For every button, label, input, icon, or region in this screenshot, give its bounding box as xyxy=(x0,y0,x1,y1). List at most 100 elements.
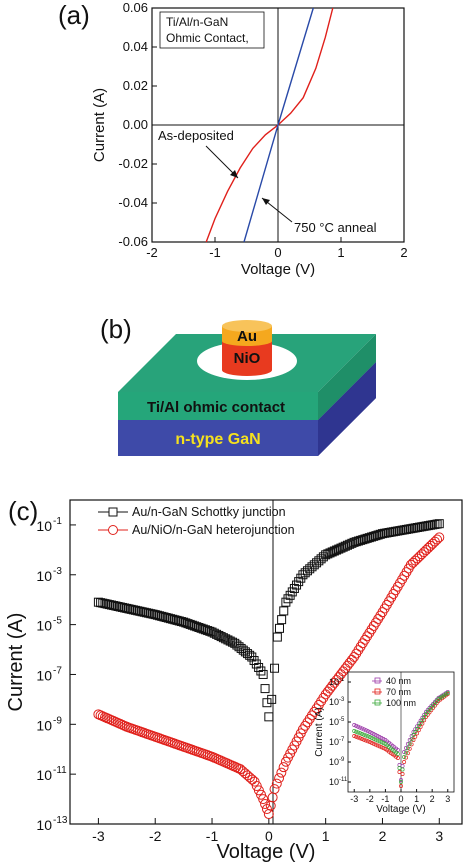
data-point-heterojunction xyxy=(226,760,237,771)
data-point-heterojunction xyxy=(108,716,119,727)
data-point-schottky xyxy=(207,627,217,637)
data-point-heterojunction xyxy=(217,756,228,767)
data-point-heterojunction xyxy=(213,754,224,765)
panel-a: (a) -2 -1 0 1 2 -0.06 -0.04 -0.02 0.00 0.02 0.04 0.… xyxy=(58,0,408,278)
data-point-schottky xyxy=(267,694,277,704)
inset-data-point xyxy=(369,731,374,735)
panel-c-xtick-label: -3 xyxy=(92,828,105,844)
data-point-heterojunction xyxy=(97,711,108,722)
data-point-heterojunction xyxy=(342,660,353,671)
data-point-heterojunction xyxy=(99,712,110,723)
panel-a-ylabel: Current (A) xyxy=(91,88,108,162)
inset-data-point xyxy=(397,766,402,770)
panel-c-xtick-label: 1 xyxy=(322,828,330,844)
inset-xtick-label: -1 xyxy=(381,794,389,804)
panel-c-label: (c) xyxy=(8,496,38,526)
panel-c-legend: Au/n-GaN Schottky junction Au/NiO/n-GaN … xyxy=(98,505,295,537)
inset-data-point xyxy=(416,721,421,726)
data-point-heterojunction xyxy=(263,809,274,820)
data-point-schottky xyxy=(221,634,231,644)
series-schottky xyxy=(93,519,444,722)
data-point-heterojunction xyxy=(322,686,333,697)
inset-legend-marker xyxy=(374,688,381,695)
annotation-as-deposited-arrowhead xyxy=(230,170,238,178)
inset-xtick-label: 1 xyxy=(414,794,419,804)
data-point-schottky xyxy=(264,712,274,722)
panel-a-series xyxy=(205,7,334,243)
inset-data-point xyxy=(363,738,368,743)
inset-data-point xyxy=(367,735,372,739)
inset-data-point xyxy=(420,715,425,720)
data-point-schottky xyxy=(223,635,233,645)
inset-series-2 xyxy=(352,691,450,784)
inset-ytick-label: 10 xyxy=(329,677,339,687)
inset-xtick-label: -2 xyxy=(366,794,374,804)
data-point-schottky xyxy=(216,632,226,642)
inset-data-point xyxy=(399,778,403,782)
panel-a-xtick-label: 2 xyxy=(400,245,407,260)
panel-c-ytick-label: 10 xyxy=(36,717,52,733)
panel-a-ticks: -2 -1 0 1 2 -0.06 -0.04 -0.02 0.00 0.02 0.04 0.06 xyxy=(118,0,407,260)
annotation-750c-anneal: 750 °C anneal xyxy=(294,220,377,235)
data-point-schottky xyxy=(218,633,228,643)
data-point-schottky xyxy=(256,666,266,676)
data-point-heterojunction xyxy=(344,657,355,668)
inset-data-point xyxy=(371,732,376,736)
data-point-heterojunction xyxy=(215,755,226,766)
inset-data-point xyxy=(360,737,364,741)
legend-marker-hetero xyxy=(108,525,118,535)
inset-data-point xyxy=(405,742,410,746)
data-point-heterojunction xyxy=(276,767,287,778)
gan-label: n-type GaN xyxy=(175,431,260,448)
data-point-heterojunction xyxy=(434,532,445,543)
panel-b-label: (b) xyxy=(100,314,132,344)
inset-data-point xyxy=(367,740,372,744)
inset-data-point xyxy=(399,780,403,784)
panel-c-frame xyxy=(69,499,463,825)
inset-legend-label: 100 nm xyxy=(386,698,416,708)
nio-label: NiO xyxy=(234,350,261,367)
data-point-heterojunction xyxy=(271,778,282,789)
inset-data-point xyxy=(422,715,427,719)
data-point-heterojunction xyxy=(115,718,126,729)
panel-a-label: (a) xyxy=(58,0,90,30)
inset-data-point xyxy=(369,735,374,740)
data-point-heterojunction xyxy=(432,534,443,545)
inset-data-point xyxy=(375,743,380,748)
panel-c-ytick-label: 10 xyxy=(36,568,52,584)
data-point-schottky xyxy=(249,656,259,666)
data-point-heterojunction xyxy=(95,710,106,721)
inset-data-point xyxy=(395,752,400,756)
legend-label-hetero: Au/NiO/n-GaN heterojunction xyxy=(132,523,295,537)
panel-c: (c) -3 -2 -1 0 1 2 310-110-310-510-710-910 -111… xyxy=(5,496,463,863)
panel-c-series xyxy=(93,519,445,820)
data-point-heterojunction xyxy=(313,699,324,710)
au-label: Au xyxy=(237,328,257,345)
inset-data-point xyxy=(362,727,366,732)
inset-ytick-label: 10 xyxy=(329,777,339,787)
inset-ytick-exponent: -3 xyxy=(339,697,345,703)
inset-data-point xyxy=(407,741,412,746)
data-point-schottky xyxy=(258,669,268,679)
panel-c-xtick-label: -1 xyxy=(206,828,219,844)
series-heterojunction xyxy=(93,532,445,820)
inset-data-point xyxy=(416,724,421,728)
data-point-heterojunction xyxy=(222,758,233,769)
inset-data-point xyxy=(375,738,380,743)
inset-data-point xyxy=(377,744,382,749)
inset-data-point xyxy=(352,734,357,738)
inset-data-point xyxy=(402,760,407,764)
panel-a-ytick-label: -0.02 xyxy=(118,156,148,171)
data-point-heterojunction xyxy=(338,666,349,677)
tial-layer-front xyxy=(118,392,318,420)
panel-a-ytick-label: 0.00 xyxy=(123,117,148,132)
panel-a-note-box xyxy=(159,11,265,49)
data-point-schottky xyxy=(214,630,224,640)
inset-xtick-label: 0 xyxy=(398,794,403,804)
panel-b: (b) Au NiO Ti/Al ohmic contact n-type Ga… xyxy=(100,314,376,456)
panel-a-note-line-2: Ohmic Contact, xyxy=(166,31,249,45)
inset-ytick-label: 10 xyxy=(329,717,339,727)
panel-a-ytick-label: 0.04 xyxy=(123,39,148,54)
inset-data-point xyxy=(402,750,407,754)
